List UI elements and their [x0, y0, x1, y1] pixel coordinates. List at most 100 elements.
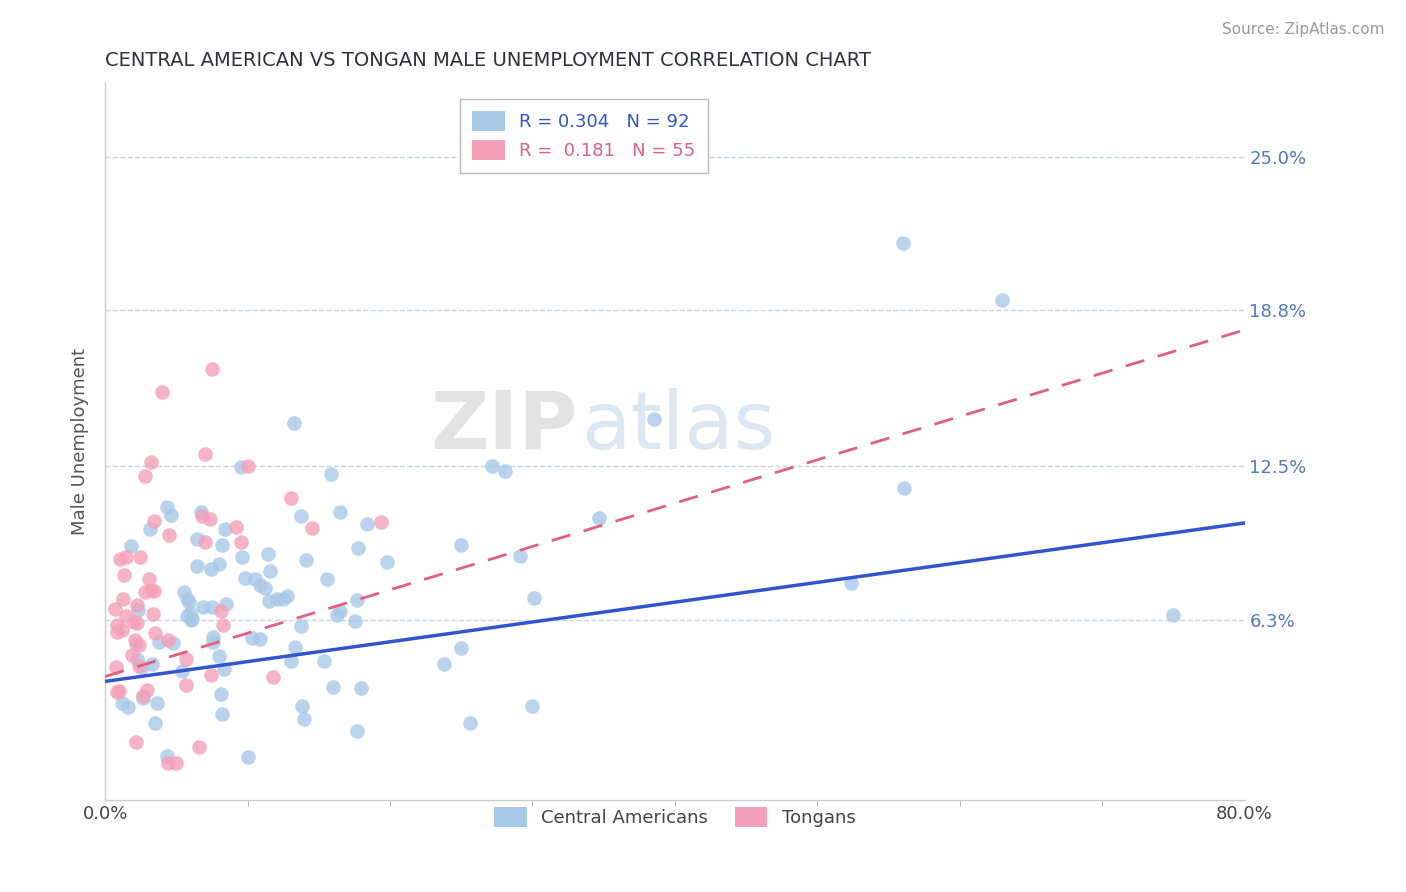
- Point: [157, 528, 180, 542]
- Point: [256, 547, 278, 561]
- Point: [522, 699, 544, 714]
- Point: [259, 564, 281, 578]
- Point: [170, 664, 193, 678]
- Point: [127, 652, 149, 666]
- Point: [134, 469, 156, 483]
- Point: [523, 591, 546, 605]
- Point: [494, 464, 516, 478]
- Point: [346, 724, 368, 739]
- Point: [643, 412, 665, 426]
- Point: [301, 521, 323, 535]
- Point: [350, 681, 373, 695]
- Point: [202, 634, 225, 648]
- Point: [208, 649, 231, 664]
- Point: [105, 624, 128, 639]
- Point: [143, 715, 166, 730]
- Point: [194, 447, 217, 461]
- Point: [127, 603, 149, 617]
- Point: [111, 696, 134, 710]
- Point: [212, 662, 235, 676]
- Point: [124, 633, 146, 648]
- Point: [375, 555, 398, 569]
- Point: [229, 459, 252, 474]
- Point: [180, 612, 202, 626]
- Point: [347, 541, 370, 555]
- Point: [143, 514, 166, 528]
- Point: [284, 640, 307, 654]
- Point: [231, 534, 253, 549]
- Point: [132, 691, 155, 706]
- Point: [104, 602, 127, 616]
- Point: [134, 585, 156, 599]
- Point: [280, 491, 302, 505]
- Point: [450, 640, 472, 655]
- Point: [128, 658, 150, 673]
- Point: [235, 571, 257, 585]
- Point: [115, 608, 138, 623]
- Point: [236, 458, 259, 473]
- Point: [316, 572, 339, 586]
- Point: [112, 568, 135, 582]
- Point: [104, 660, 127, 674]
- Point: [121, 648, 143, 663]
- Point: [294, 553, 316, 567]
- Point: [370, 515, 392, 529]
- Point: [292, 712, 315, 726]
- Point: [145, 696, 167, 710]
- Point: [200, 668, 222, 682]
- Point: [1163, 607, 1185, 622]
- Point: [243, 572, 266, 586]
- Point: [314, 654, 336, 668]
- Point: [839, 575, 862, 590]
- Point: [200, 561, 222, 575]
- Point: [450, 538, 472, 552]
- Legend: Central Americans, Tongans: Central Americans, Tongans: [486, 800, 863, 834]
- Point: [148, 635, 170, 649]
- Point: [188, 739, 211, 754]
- Point: [254, 581, 277, 595]
- Point: [346, 593, 368, 607]
- Point: [128, 638, 150, 652]
- Point: [290, 618, 312, 632]
- Point: [321, 467, 343, 482]
- Point: [271, 592, 294, 607]
- Point: [240, 631, 263, 645]
- Point: [176, 591, 198, 606]
- Point: [194, 535, 217, 549]
- Point: [201, 362, 224, 376]
- Point: [343, 614, 366, 628]
- Point: [231, 549, 253, 564]
- Point: [176, 609, 198, 624]
- Point: [211, 618, 233, 632]
- Point: [165, 756, 187, 770]
- Point: [211, 706, 233, 721]
- Point: [141, 454, 163, 468]
- Point: [141, 583, 163, 598]
- Point: [225, 520, 247, 534]
- Point: [117, 700, 139, 714]
- Point: [180, 613, 202, 627]
- Point: [991, 293, 1014, 308]
- Point: [190, 505, 212, 519]
- Point: [143, 583, 166, 598]
- Point: [173, 585, 195, 599]
- Point: [191, 599, 214, 614]
- Point: [432, 657, 454, 672]
- Point: [105, 685, 128, 699]
- Point: [326, 607, 349, 622]
- Point: [208, 558, 231, 572]
- Point: [262, 670, 284, 684]
- Y-axis label: Male Unemployment: Male Unemployment: [72, 348, 89, 535]
- Point: [156, 500, 179, 514]
- Point: [124, 637, 146, 651]
- Point: [156, 749, 179, 764]
- Point: [211, 538, 233, 552]
- Point: [266, 592, 288, 607]
- Point: [125, 735, 148, 749]
- Text: CENTRAL AMERICAN VS TONGAN MALE UNEMPLOYMENT CORRELATION CHART: CENTRAL AMERICAN VS TONGAN MALE UNEMPLOY…: [105, 51, 872, 70]
- Point: [129, 549, 152, 564]
- Point: [893, 481, 915, 495]
- Point: [122, 615, 145, 629]
- Point: [108, 684, 131, 698]
- Point: [157, 756, 180, 770]
